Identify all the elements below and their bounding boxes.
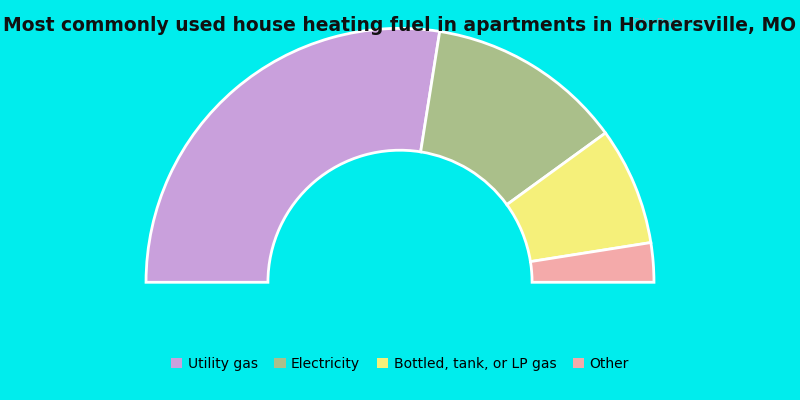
- Legend: Utility gas, Electricity, Bottled, tank, or LP gas, Other: Utility gas, Electricity, Bottled, tank,…: [171, 357, 629, 371]
- Wedge shape: [530, 242, 654, 282]
- Text: City-Data.com: City-Data.com: [631, 18, 711, 28]
- Wedge shape: [507, 133, 651, 262]
- Wedge shape: [146, 28, 440, 282]
- Wedge shape: [421, 32, 606, 205]
- Text: Most commonly used house heating fuel in apartments in Hornersville, MO: Most commonly used house heating fuel in…: [3, 16, 797, 35]
